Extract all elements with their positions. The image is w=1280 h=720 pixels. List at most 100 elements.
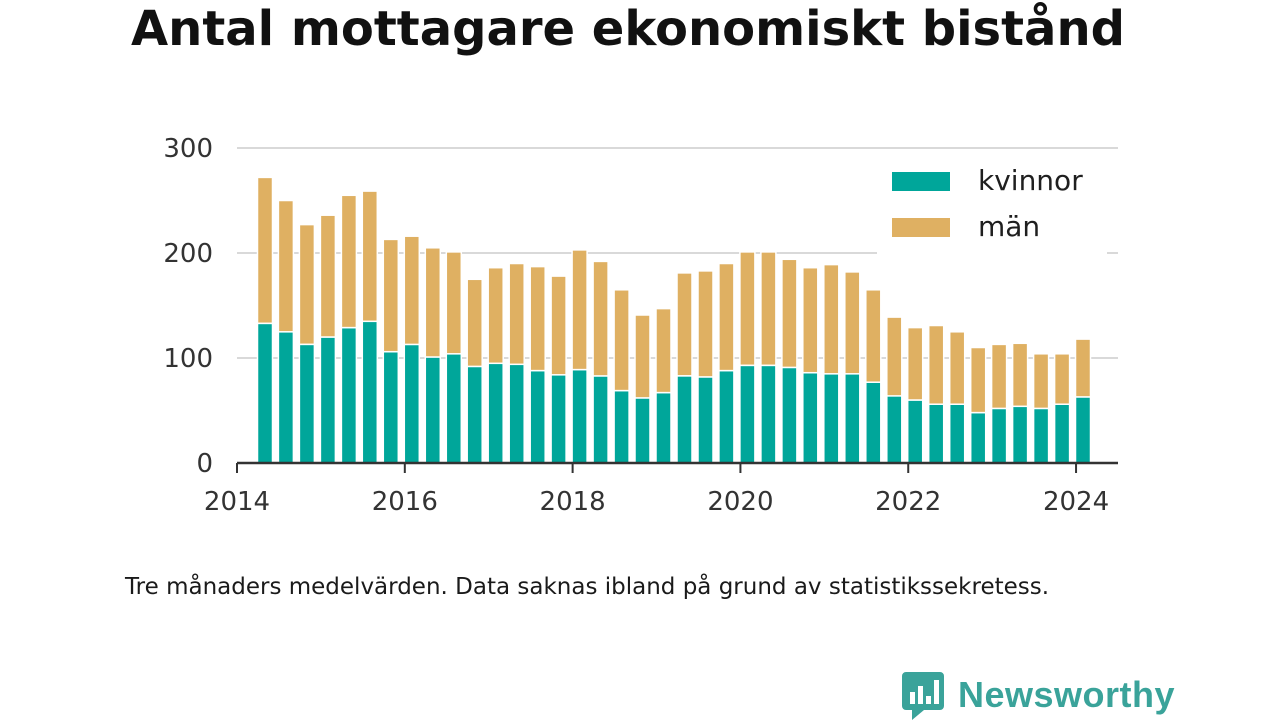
y-tick-label: 0 [196,449,213,479]
bar-man [927,324,945,405]
x-axis: 2014 2016 2018 2020 2022 2024 [204,461,1118,517]
bar-kvinnor [382,350,400,464]
bar-kvinnor [1074,396,1092,464]
bar-kvinnor [277,331,295,464]
bar-kvinnor [844,373,861,464]
x-tick-label: 2016 [372,487,438,517]
legend-label-man: män [978,210,1040,243]
bar-man [781,258,798,369]
bars [256,176,1092,464]
bar-kvinnor [1053,403,1071,464]
bar-kvinnor [886,395,903,464]
bar-man [592,260,609,377]
bar-man [277,199,295,333]
bar-man [466,278,483,368]
bar-kvinnor [424,356,442,464]
y-axis-ticks: 0 100 200 300 [163,134,213,479]
bar-man [1074,338,1092,398]
bar-man [697,270,714,378]
bar-man [403,235,421,346]
bar-man [906,326,924,401]
bar-kvinnor [508,363,525,464]
x-tick-label: 2014 [204,487,270,517]
bar-man [886,316,903,397]
bar-kvinnor [697,376,714,464]
bar-kvinnor [760,364,777,464]
bar-kvinnor [906,399,924,464]
legend-swatch-kvinnor [892,172,950,191]
bar-man [655,307,672,394]
bar-man [508,262,525,366]
bar-kvinnor [529,369,546,464]
bar-man [969,346,987,414]
bar-kvinnor [802,371,819,464]
bar-kvinnor [361,320,379,464]
bar-kvinnor [613,389,630,464]
bar-man [550,275,567,376]
bar-man [802,266,819,374]
bar-man [361,190,379,323]
newsworthy-logo-icon [902,672,944,720]
x-tick-label: 2018 [540,487,606,517]
bar-man [1053,353,1071,405]
bar-kvinnor [634,397,651,464]
bar-man [571,249,588,371]
brand-name: Newsworthy [958,674,1176,715]
bar-kvinnor [256,322,274,464]
bar-kvinnor [676,375,693,464]
bar-man [634,314,651,399]
bar-man [823,263,840,375]
bar-man [319,214,337,338]
bar-kvinnor [823,373,840,464]
x-tick-label: 2022 [875,487,941,517]
bar-kvinnor [445,353,463,464]
bar-man [340,194,358,329]
bar-kvinnor [927,403,945,464]
bar-man [990,343,1008,410]
y-tick-label: 100 [163,344,213,374]
bar-man [1032,353,1050,410]
bar-kvinnor [781,366,798,464]
bar-man [865,289,882,383]
chart-title: Antal mottagare ekonomiskt bistånd [131,1,1125,57]
bar-kvinnor [948,403,966,464]
bar-kvinnor [487,362,504,464]
chart-note: Tre månaders medelvärden. Data saknas ib… [125,574,1050,600]
bar-kvinnor [1032,407,1050,464]
bar-kvinnor [298,343,316,464]
bar-kvinnor [403,343,421,464]
y-tick-label: 200 [163,239,213,269]
bar-man [718,262,735,372]
brand-logo: Newsworthy [902,670,1175,720]
bar-kvinnor [865,381,882,464]
bar-man [613,289,630,392]
legend-background [877,155,1107,255]
bar-kvinnor [592,375,609,464]
bar-man [844,271,861,375]
bar-man [382,238,400,353]
bar-man [424,247,442,358]
bar-man [1011,342,1029,408]
bar-man [298,223,316,346]
bar-man [445,251,463,355]
bar-kvinnor [340,326,358,464]
bar-man [487,266,504,365]
bar-kvinnor [1011,405,1029,464]
x-tick-label: 2024 [1043,487,1109,517]
legend: kvinnor män [877,155,1107,255]
bar-kvinnor [739,364,756,464]
bar-man [256,176,274,325]
legend-swatch-man [892,218,950,237]
bar-man [760,251,777,367]
bar-kvinnor [466,365,483,464]
bar-kvinnor [319,336,337,464]
bar-kvinnor [550,374,567,464]
bar-man [529,265,546,372]
legend-label-kvinnor: kvinnor [978,164,1083,197]
x-tick-label: 2020 [707,487,773,517]
bar-man [676,272,693,377]
bar-kvinnor [571,368,588,464]
y-tick-label: 300 [163,134,213,164]
bar-man [739,251,756,367]
